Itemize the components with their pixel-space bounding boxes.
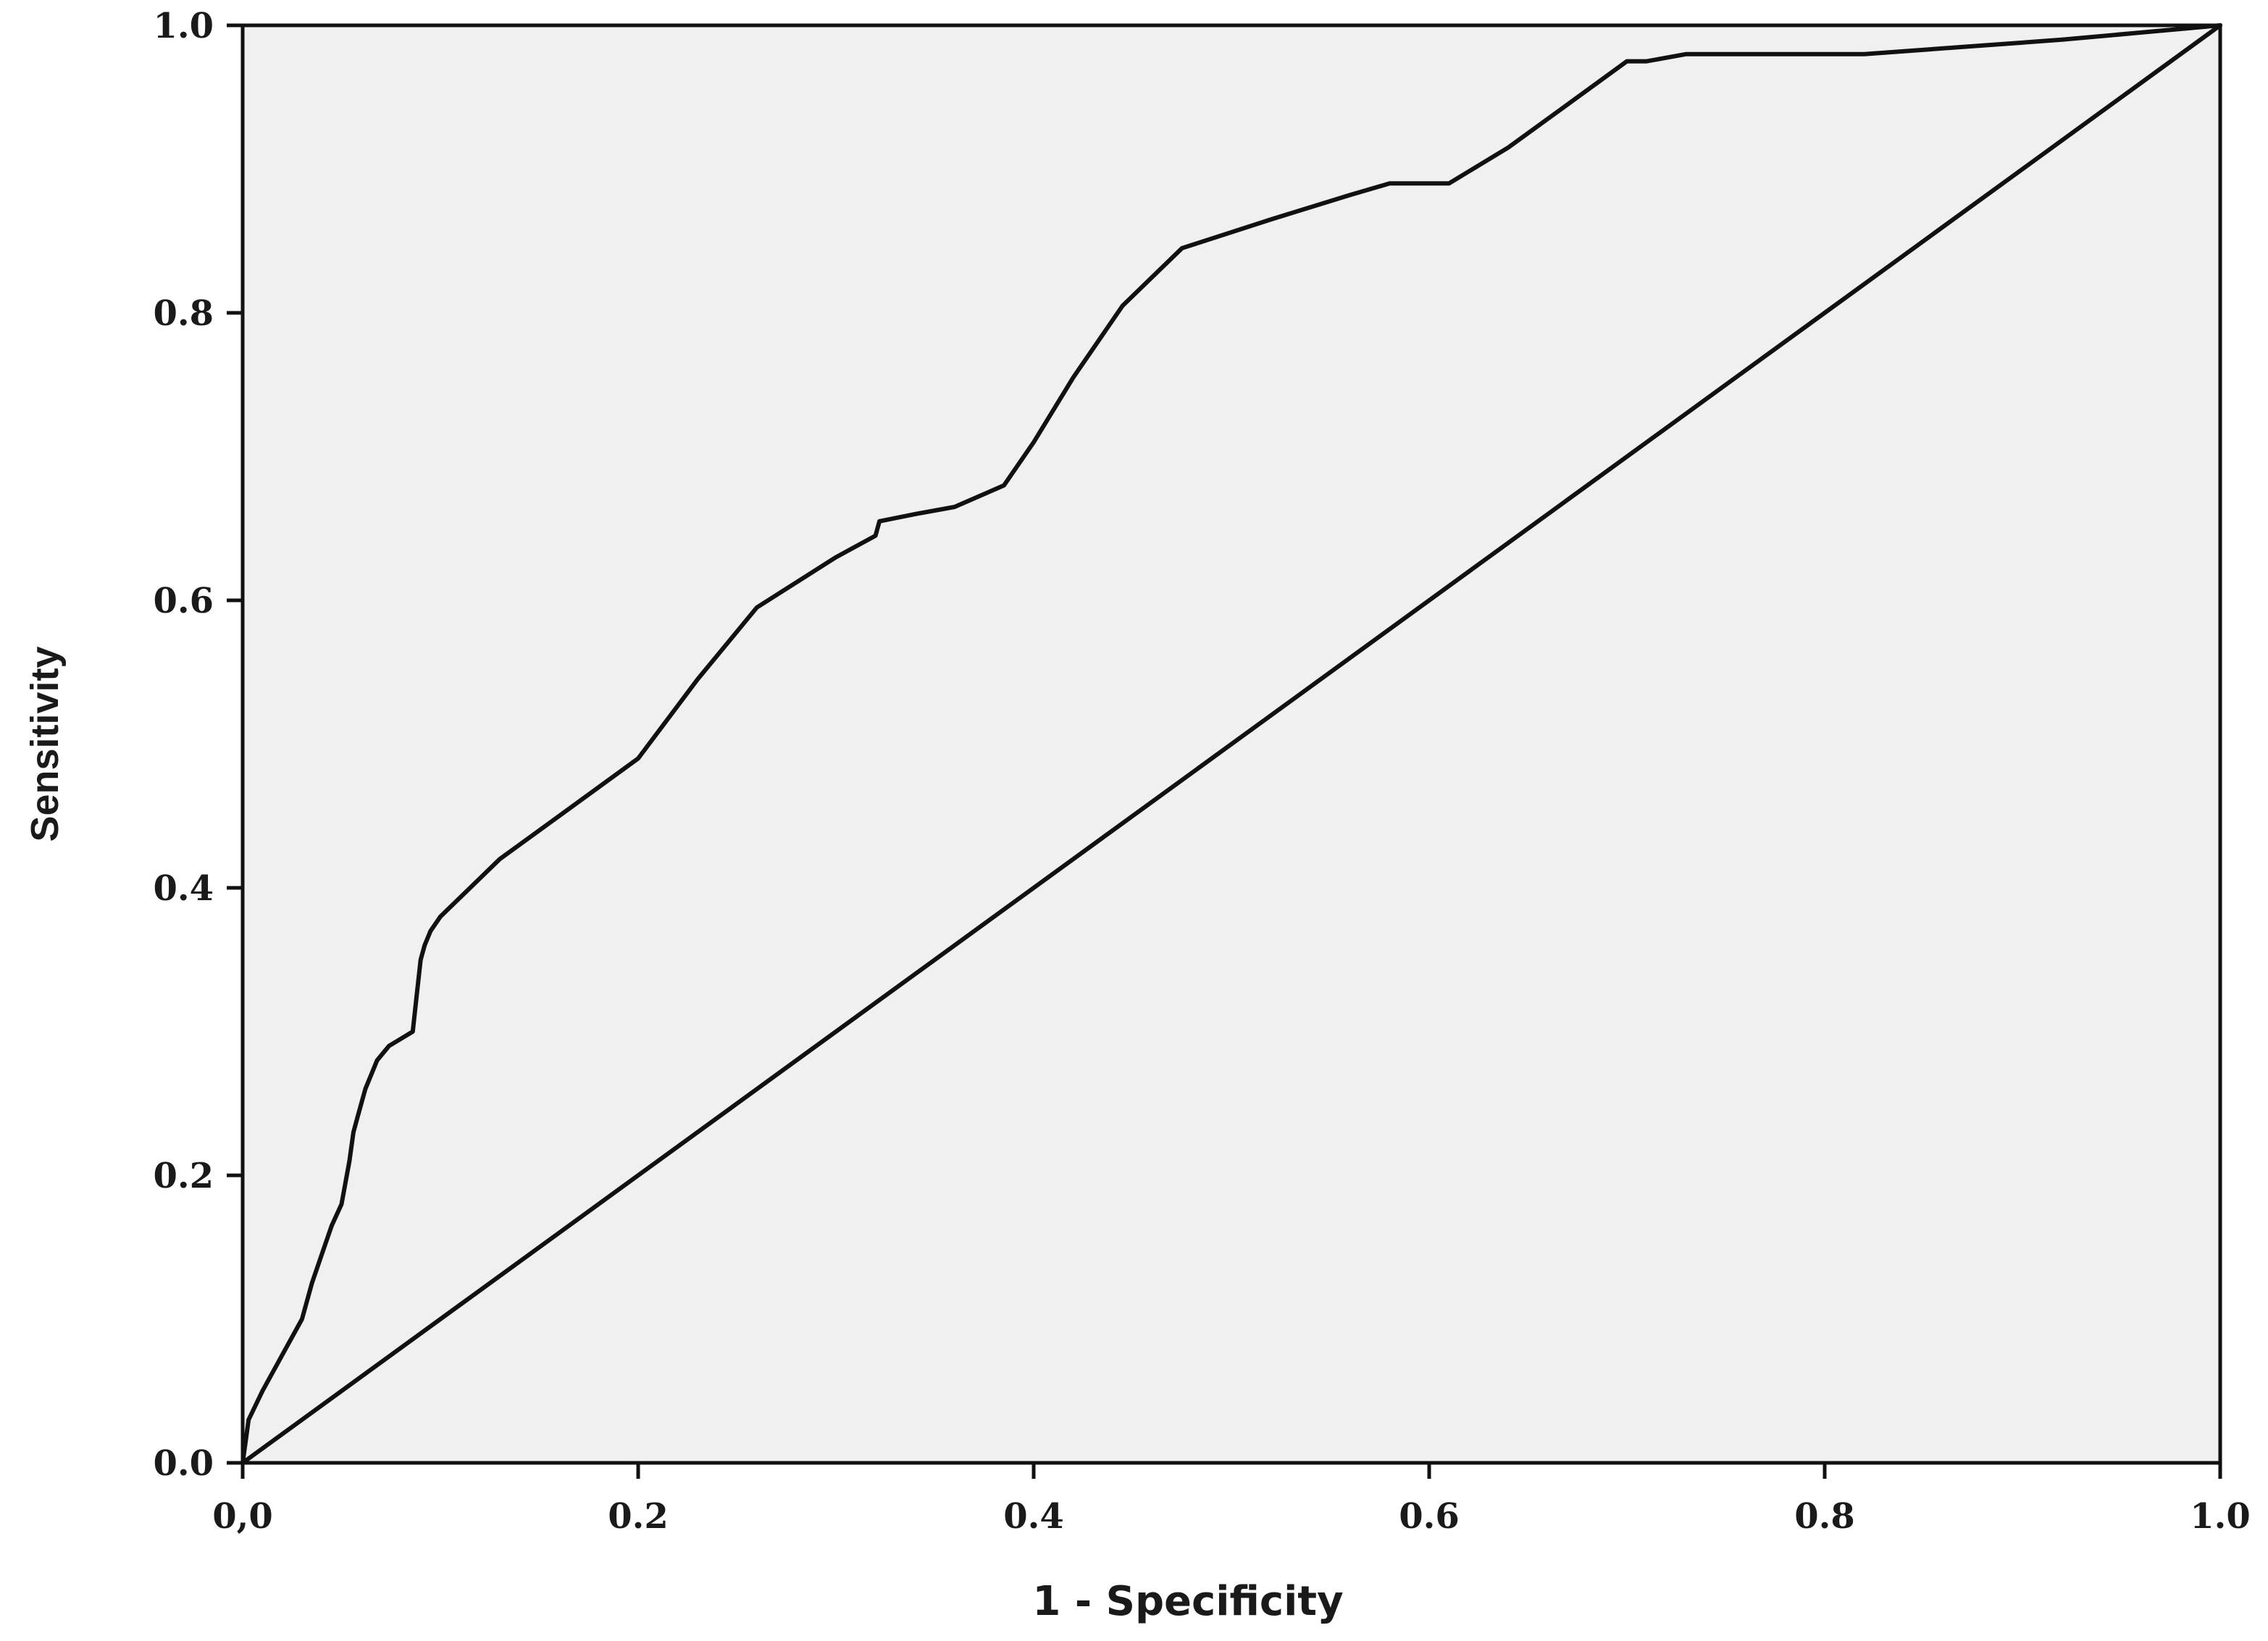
x-tick-label: 0.8: [1794, 1496, 1855, 1537]
roc-curve-line: [240, 23, 2222, 1465]
x-axis-title: 1 - Specificity: [1032, 1578, 1343, 1625]
y-tick-label: 1.0: [153, 6, 214, 46]
x-tick-label: 1.0: [2190, 1496, 2251, 1537]
x-tick-label: 0.4: [1003, 1496, 1064, 1537]
y-axis-title: Sensitivity: [23, 646, 67, 842]
series-layer: [240, 23, 2222, 1465]
x-tick-label: 0.2: [608, 1496, 669, 1537]
reference-diagonal-line: [240, 23, 2222, 1465]
y-tick-label: 0.0: [153, 1443, 214, 1484]
y-tick-label: 0.2: [153, 1156, 214, 1196]
y-tick-label: 0.8: [153, 293, 214, 334]
x-axis-ticks: 0,0 0.2 0.4 0.6 0.8 1.0: [212, 1463, 2251, 1537]
x-tick-label: 0,0: [212, 1496, 273, 1537]
y-tick-label: 0.4: [153, 868, 214, 909]
plot-frame: [240, 23, 2222, 1465]
y-axis-ticks: 0.0 0.2 0.4 0.6 0.8 1.0: [153, 6, 243, 1484]
x-tick-label: 0.6: [1399, 1496, 1460, 1537]
y-tick-label: 0.6: [153, 581, 214, 621]
